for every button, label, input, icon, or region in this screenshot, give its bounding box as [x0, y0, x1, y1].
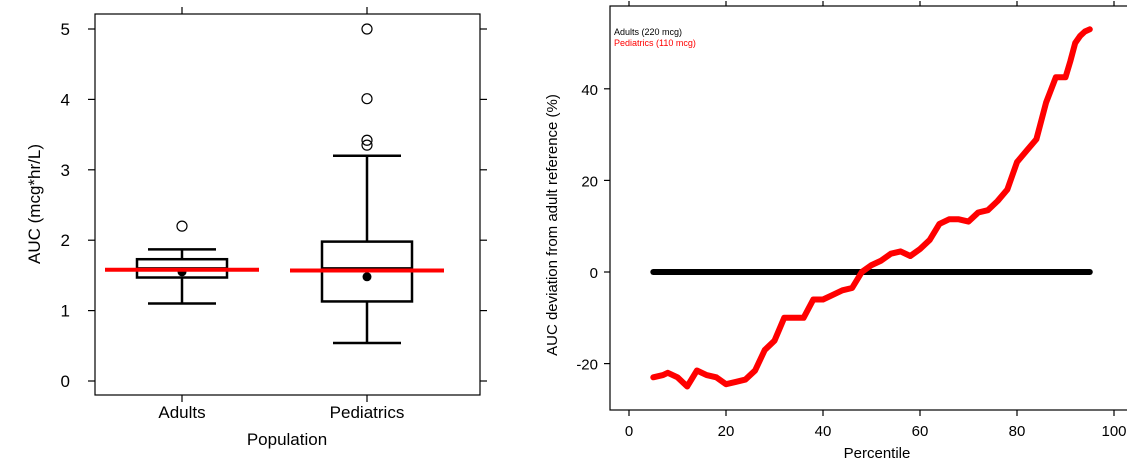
mean-point: [362, 272, 372, 282]
outlier-point: [361, 134, 373, 146]
box-plots: [105, 23, 444, 345]
right-x-tick-label: 100: [1101, 423, 1126, 440]
box-pediatrics: [290, 23, 444, 345]
left-y-tick-label: 5: [61, 20, 70, 39]
left-x-tick-label: Adults: [158, 403, 205, 422]
right-plot-frame: [609, 5, 1127, 411]
left-x-tick-label: Pediatrics: [330, 403, 405, 422]
left-y-axis-label: AUC (mcg*hr/L): [25, 144, 44, 264]
right-x-tick-label: 20: [718, 423, 735, 440]
left-y-tick-label: 3: [61, 161, 70, 180]
right-y-tick-label: -20: [576, 357, 598, 374]
right-x-tick-label: 40: [815, 423, 832, 440]
legend-pediatrics: Pediatrics (110 mcg): [614, 38, 696, 48]
outlier-point: [361, 23, 373, 35]
right-x-tick-label: 80: [1009, 423, 1026, 440]
right-axes: 0 20 40 60 80 100 -20 0 20 40: [576, 1, 1127, 440]
left-plot-frame: [94, 13, 481, 396]
outlier-point: [361, 93, 373, 105]
left-y-tick-label: 2: [61, 231, 70, 250]
right-x-tick-label: 0: [625, 423, 633, 440]
outlier-point: [361, 139, 373, 151]
series-line-pediatrics: [650, 26, 1093, 390]
line-series: [650, 26, 1093, 390]
right-y-tick-label: 20: [581, 173, 598, 190]
right-x-axis-label: Percentile: [844, 445, 911, 462]
outlier-point: [176, 220, 188, 232]
right-x-tick-label: 60: [912, 423, 929, 440]
legend-adults: Adults (220 mcg): [614, 27, 682, 37]
right-y-axis-label: AUC deviation from adult reference (%): [544, 94, 561, 356]
left-y-tick-label: 1: [61, 302, 70, 321]
box-adults: [105, 220, 259, 305]
left-y-axis: 0 1 2 3 4 5: [61, 20, 487, 391]
right-y-tick-label: 40: [581, 82, 598, 99]
left-x-axis: Adults Pediatrics: [158, 7, 404, 422]
right-y-tick-label: 0: [590, 265, 598, 282]
left-y-tick-label: 4: [61, 90, 70, 109]
left-x-axis-label: Population: [247, 430, 327, 449]
left-y-tick-label: 0: [61, 372, 70, 391]
